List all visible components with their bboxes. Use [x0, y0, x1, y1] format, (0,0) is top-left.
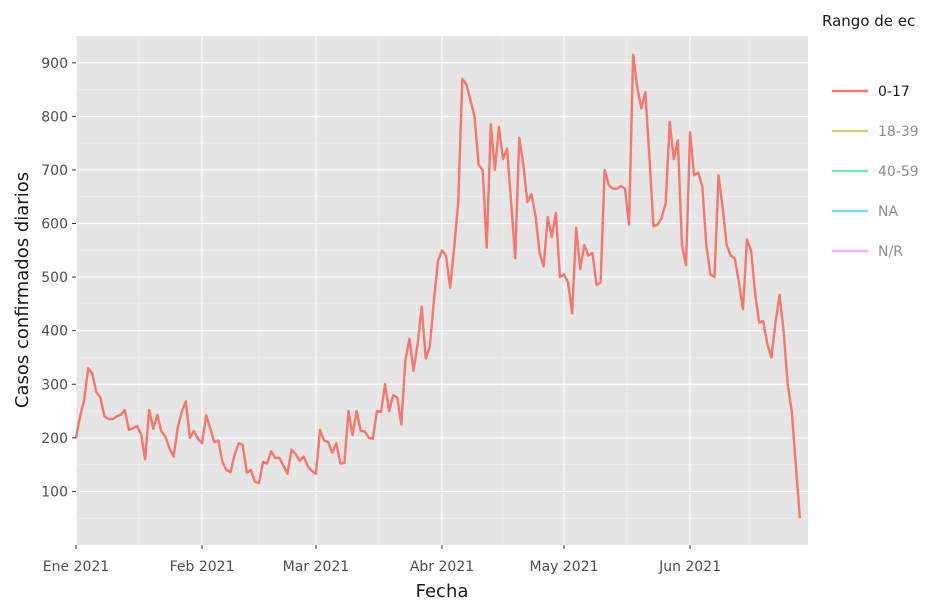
- legend-label: N/R: [878, 244, 903, 260]
- legend: 0-17 18-39 40-59 NA N/R: [832, 84, 919, 260]
- x-tick-label: Abr 2021: [410, 559, 474, 575]
- legend-label: 0-17: [878, 84, 910, 100]
- y-tick-label: 300: [41, 377, 68, 393]
- y-tick-label: 800: [41, 109, 68, 125]
- y-tick-label: 500: [41, 270, 68, 286]
- y-tick-label: 100: [41, 484, 68, 500]
- y-tick-label: 600: [41, 217, 68, 233]
- x-tick-label: Jun 2021: [658, 559, 721, 575]
- legend-title: Rango de ec: [822, 12, 915, 30]
- major-gridlines: [75, 36, 808, 545]
- series-line-0-17: [74, 53, 802, 519]
- x-axis-title: Fecha: [416, 581, 469, 602]
- legend-label: NA: [878, 204, 898, 220]
- x-axis-ticks: Ene 2021 Feb 2021 Mar 2021 Abr 2021 May 2021…: [43, 545, 721, 575]
- legend-item-4059[interactable]: 40-59: [832, 164, 919, 180]
- legend-item-017[interactable]: 0-17: [832, 84, 910, 100]
- y-tick-label: 400: [41, 324, 68, 340]
- legend-item-1839[interactable]: 18-39: [832, 124, 919, 140]
- x-tick-label: Ene 2021: [43, 559, 109, 575]
- series-layer: [74, 53, 802, 519]
- y-axis-ticks: 100 200 300 400 500 600 700 800 900: [41, 56, 76, 500]
- legend-label: 18-39: [878, 124, 919, 140]
- y-tick-label: 700: [41, 163, 68, 179]
- legend-label: 40-59: [878, 164, 919, 180]
- x-tick-label: Feb 2021: [170, 559, 235, 575]
- y-axis-title: Casos confirmados diarios: [12, 172, 33, 408]
- legend-item-na[interactable]: NA: [832, 204, 898, 220]
- y-tick-label: 900: [41, 56, 68, 72]
- y-tick-label: 200: [41, 431, 68, 447]
- x-tick-label: Mar 2021: [283, 559, 350, 575]
- x-tick-label: May 2021: [529, 559, 598, 575]
- legend-item-nr[interactable]: N/R: [832, 244, 903, 260]
